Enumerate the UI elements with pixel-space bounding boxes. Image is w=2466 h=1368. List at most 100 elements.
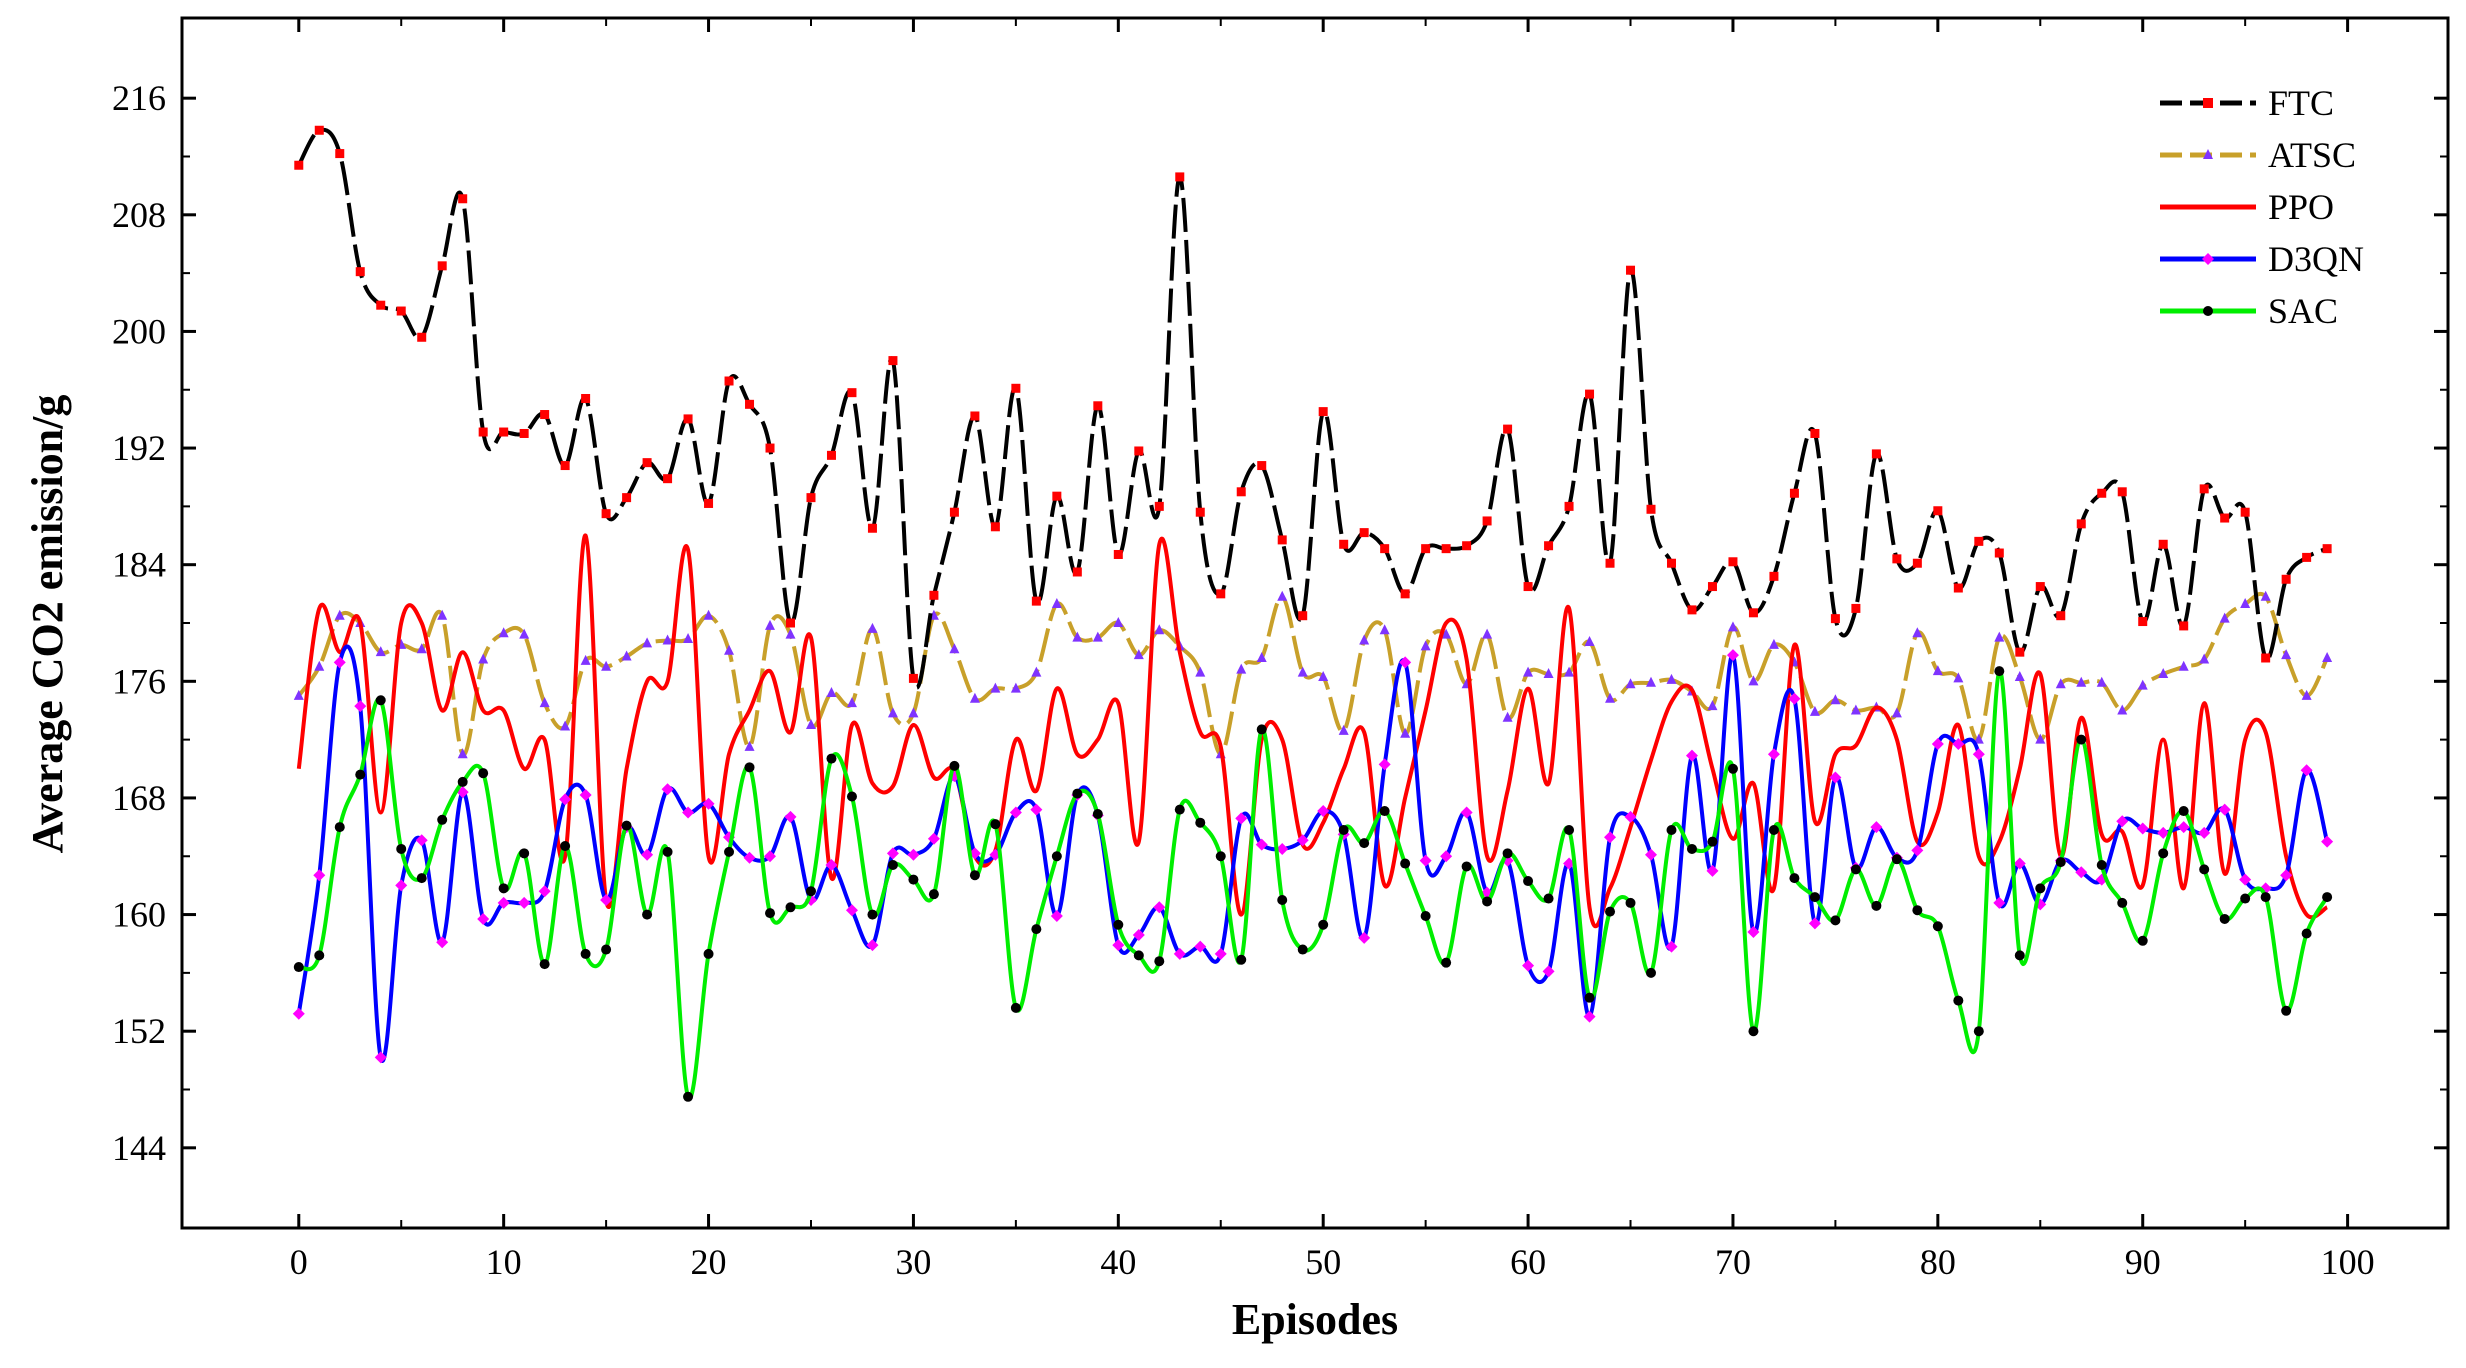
data-point-sac bbox=[1973, 1026, 1984, 1037]
legend-label-ftc: FTC bbox=[2268, 83, 2334, 123]
data-point-atsc bbox=[1133, 649, 1144, 660]
data-point-sac bbox=[1400, 858, 1411, 869]
data-point-d3qn bbox=[1726, 649, 1739, 662]
data-point-ftc bbox=[437, 261, 447, 271]
data-point-atsc bbox=[560, 720, 571, 731]
data-point-d3qn bbox=[907, 848, 920, 861]
legend-marker-atsc bbox=[2203, 149, 2213, 159]
data-point-ftc bbox=[560, 461, 570, 471]
data-point-ftc bbox=[1154, 501, 1164, 511]
data-point-atsc bbox=[2014, 670, 2025, 681]
data-point-sac bbox=[1113, 919, 1124, 930]
data-point-d3qn bbox=[1009, 806, 1022, 819]
data-point-d3qn bbox=[641, 848, 654, 861]
data-point-sac bbox=[2158, 848, 2169, 859]
data-point-atsc bbox=[683, 633, 694, 644]
data-point-ftc bbox=[2240, 507, 2250, 517]
data-point-atsc bbox=[2117, 704, 2128, 715]
data-point-atsc bbox=[1850, 704, 1861, 715]
data-point-d3qn bbox=[1685, 749, 1698, 762]
data-point-d3qn bbox=[313, 869, 326, 882]
data-point-ftc bbox=[847, 388, 857, 398]
data-point-sac bbox=[1236, 954, 1247, 965]
data-point-ftc bbox=[417, 332, 427, 342]
data-point-atsc bbox=[334, 609, 345, 620]
data-point-d3qn bbox=[1972, 748, 1985, 761]
data-point-atsc bbox=[1256, 651, 1267, 662]
data-point-d3qn bbox=[1255, 838, 1268, 851]
data-point-ftc bbox=[1789, 488, 1799, 498]
x-tick-label: 40 bbox=[1100, 1242, 1136, 1282]
data-point-atsc bbox=[1318, 670, 1329, 681]
data-point-atsc bbox=[1646, 676, 1657, 687]
data-point-d3qn bbox=[1317, 805, 1330, 818]
data-point-d3qn bbox=[1522, 959, 1535, 972]
data-point-d3qn bbox=[292, 1007, 305, 1020]
data-point-sac bbox=[1748, 1026, 1759, 1037]
data-point-ftc bbox=[1953, 583, 1963, 593]
data-point-d3qn bbox=[1399, 656, 1412, 669]
data-point-atsc bbox=[846, 697, 857, 708]
x-tick-label: 70 bbox=[1715, 1242, 1751, 1282]
data-point-sac bbox=[1072, 788, 1083, 799]
data-point-atsc bbox=[969, 692, 980, 703]
data-point-ftc bbox=[1359, 528, 1369, 538]
data-point-sac bbox=[1707, 836, 1718, 847]
data-point-atsc bbox=[437, 609, 448, 620]
data-point-sac bbox=[1768, 825, 1779, 836]
data-point-ftc bbox=[642, 458, 652, 468]
data-point-atsc bbox=[887, 707, 898, 718]
data-point-ftc bbox=[1257, 461, 1267, 471]
y-tick-label: 208 bbox=[112, 195, 166, 235]
data-point-ftc bbox=[1400, 589, 1410, 599]
data-point-ftc bbox=[2220, 513, 2230, 523]
data-point-d3qn bbox=[1911, 844, 1924, 857]
data-point-sac bbox=[2240, 893, 2251, 904]
data-point-atsc bbox=[1154, 624, 1165, 635]
data-point-atsc bbox=[478, 653, 489, 664]
data-point-atsc bbox=[314, 660, 325, 671]
data-point-atsc bbox=[724, 644, 735, 655]
data-point-sac bbox=[1256, 724, 1267, 735]
x-tick-label: 50 bbox=[1305, 1242, 1341, 1282]
data-point-sac bbox=[2281, 1005, 2292, 1016]
data-point-ftc bbox=[1113, 549, 1123, 559]
data-point-atsc bbox=[1441, 628, 1452, 639]
legend-marker-ftc bbox=[2203, 98, 2213, 108]
data-point-ftc bbox=[1482, 516, 1492, 526]
legend-item-ftc: FTC bbox=[2160, 83, 2334, 123]
data-point-ftc bbox=[2302, 552, 2312, 562]
data-point-sac bbox=[1953, 995, 1964, 1006]
data-point-ftc bbox=[1605, 558, 1615, 568]
data-point-d3qn bbox=[1194, 940, 1207, 953]
data-point-sac bbox=[1297, 944, 1308, 955]
data-point-atsc bbox=[2076, 676, 2087, 687]
data-point-atsc bbox=[375, 646, 386, 657]
data-point-d3qn bbox=[1993, 896, 2006, 909]
data-point-atsc bbox=[498, 627, 509, 638]
legend-item-sac: SAC bbox=[2160, 291, 2338, 331]
legend-label-sac: SAC bbox=[2268, 291, 2338, 331]
data-point-sac bbox=[1564, 825, 1575, 836]
data-point-sac bbox=[2301, 928, 2312, 939]
data-point-atsc bbox=[2158, 668, 2169, 679]
legend-item-d3qn: D3QN bbox=[2160, 239, 2364, 279]
data-point-atsc bbox=[908, 707, 919, 718]
data-point-d3qn bbox=[333, 656, 346, 669]
data-point-sac bbox=[1666, 825, 1677, 836]
data-point-ftc bbox=[2199, 484, 2209, 494]
series-line-atsc bbox=[297, 591, 2329, 757]
data-point-ftc bbox=[1380, 544, 1390, 554]
data-point-sac bbox=[1420, 911, 1431, 922]
data-point-d3qn bbox=[1542, 965, 1555, 978]
data-point-atsc bbox=[1010, 682, 1021, 693]
data-point-d3qn bbox=[682, 806, 695, 819]
data-point-d3qn bbox=[600, 893, 613, 906]
data-point-atsc bbox=[601, 660, 612, 671]
data-point-d3qn bbox=[477, 912, 490, 925]
data-point-ftc bbox=[806, 493, 816, 503]
data-point-sac bbox=[1625, 897, 1636, 908]
data-point-d3qn bbox=[825, 859, 838, 871]
data-point-ftc bbox=[2158, 539, 2168, 549]
legend-item-atsc: ATSC bbox=[2160, 135, 2356, 175]
